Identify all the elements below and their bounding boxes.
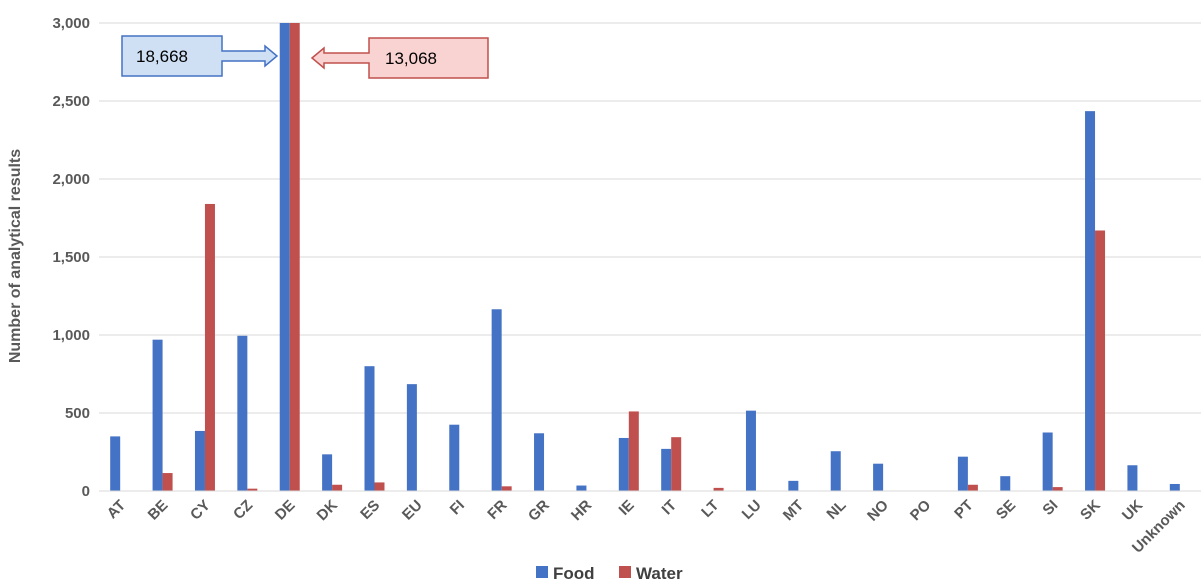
x-tick-label: SE: [993, 497, 1019, 523]
bar-food-uk: [1127, 465, 1138, 491]
x-tick-label: NO: [864, 497, 892, 525]
gridlines: [99, 22, 1201, 414]
bars: [110, 23, 1180, 492]
bar-food-sk: [1085, 111, 1096, 491]
x-tick-label: PO: [907, 497, 935, 525]
x-tick-label: MT: [780, 497, 807, 524]
x-axis-ticks: AT BE CY CZ DE DK ES EU FI FR GR HR IE IT LT LU MT NL NO PO…: [104, 497, 1189, 557]
x-tick-label: BE: [145, 497, 172, 524]
bar-water-ie: [628, 411, 639, 491]
bar-water-de: [289, 23, 300, 491]
x-tick-label: DE: [272, 497, 299, 524]
bar-water-sk: [1095, 230, 1106, 492]
bar-food-dk: [322, 454, 333, 491]
water-callout-box: [310, 37, 489, 79]
bar-food-fi: [449, 424, 460, 491]
bar-food-ie: [618, 437, 629, 491]
y-tick-label: 2,000: [52, 171, 90, 188]
bar-water-si: [1052, 487, 1063, 491]
bar-food-unknown: [1169, 483, 1180, 491]
x-tick-label: FI: [447, 497, 468, 518]
x-tick-label: LT: [698, 497, 722, 521]
x-tick-label: GR: [525, 497, 553, 525]
legend-label-water: Water: [636, 564, 683, 583]
y-tick-label: 1,000: [52, 327, 90, 344]
bar-food-pt: [957, 456, 968, 491]
bar-water-it: [671, 437, 682, 491]
y-tick-label: 1,500: [52, 249, 90, 266]
water-callout-label: 13,068: [385, 49, 437, 68]
x-tick-label: DK: [314, 497, 341, 524]
x-tick-label: CY: [187, 497, 214, 524]
x-tick-label: AT: [104, 497, 129, 522]
legend-item-food: Food: [536, 564, 595, 583]
x-tick-label: HR: [568, 497, 595, 524]
x-tick-label: LU: [739, 497, 765, 523]
callouts: 18,668 13,068: [121, 35, 489, 79]
bar-food-de: [279, 23, 290, 491]
bar-food-cy: [194, 430, 205, 491]
y-axis-ticks: 0 500 1,000 1,500 2,000 2,500 3,000: [52, 15, 90, 500]
bar-food-cz: [237, 335, 248, 491]
x-tick-label: PT: [951, 497, 977, 523]
bar-food-nl: [830, 451, 841, 491]
bar-water-es: [374, 482, 385, 491]
bar-food-no: [873, 463, 884, 491]
bar-food-hr: [576, 485, 587, 491]
bar-food-at: [110, 436, 121, 491]
x-tick-label: EU: [399, 497, 426, 524]
x-tick-label: SI: [1039, 497, 1061, 519]
bar-food-gr: [534, 433, 545, 491]
bar-food-si: [1042, 432, 1053, 491]
y-axis-label: Number of analytical results: [7, 149, 24, 363]
legend-swatch-food: [536, 566, 548, 578]
y-tick-label: 0: [82, 483, 90, 500]
bar-food-eu: [406, 384, 417, 491]
bar-water-dk: [332, 484, 343, 491]
bar-water-be: [162, 473, 173, 491]
legend-swatch-water: [619, 566, 631, 578]
x-tick-label: CZ: [230, 497, 256, 523]
x-tick-label: NL: [823, 497, 849, 523]
bar-food-be: [152, 339, 163, 491]
bar-food-fr: [491, 309, 502, 491]
bar-food-se: [1000, 476, 1011, 491]
food-callout: 18,668: [121, 35, 279, 77]
water-callout: 13,068: [310, 37, 489, 79]
bar-water-cz: [247, 488, 258, 491]
x-tick-label: FR: [484, 497, 510, 523]
bar-water-fr: [501, 486, 512, 491]
bar-food-it: [661, 448, 672, 491]
bar-water-cy: [204, 203, 215, 491]
food-callout-label: 18,668: [136, 47, 188, 66]
x-tick-label: IT: [659, 497, 680, 518]
legend-item-water: Water: [619, 564, 683, 583]
y-tick-label: 2,500: [52, 93, 90, 110]
bar-food-es: [364, 366, 375, 491]
bar-food-lu: [745, 410, 756, 491]
x-tick-label: SK: [1077, 497, 1104, 524]
food-callout-box: [121, 35, 279, 77]
bar-water-pt: [967, 484, 978, 491]
bar-water-lt: [713, 487, 724, 491]
x-tick-label: ES: [357, 497, 383, 523]
x-tick-label: UK: [1119, 497, 1146, 524]
x-tick-label: IE: [616, 497, 638, 519]
y-tick-label: 3,000: [52, 15, 90, 32]
y-tick-label: 500: [65, 405, 90, 422]
bar-food-mt: [788, 480, 799, 491]
legend: Food Water: [536, 564, 683, 583]
legend-label-food: Food: [553, 564, 595, 583]
